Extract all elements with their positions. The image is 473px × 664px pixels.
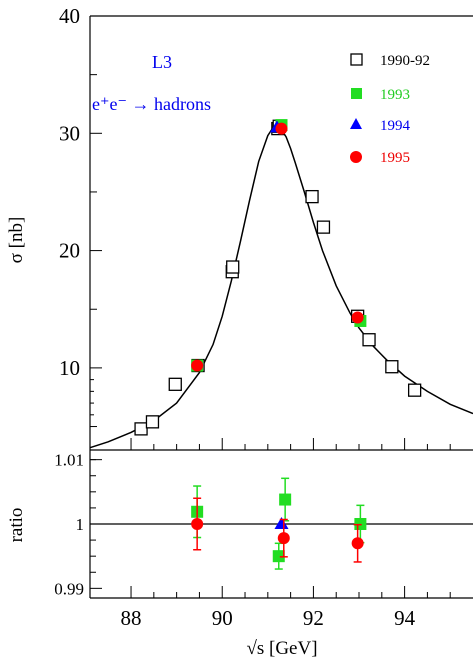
data-point-1990-92	[362, 333, 376, 347]
x-tick-label: 92	[303, 606, 324, 630]
data-point-1990-92	[385, 360, 399, 374]
legend: 1990-92 1993 1994 1995	[350, 53, 430, 166]
data-point-1990-92	[134, 422, 148, 436]
legend-marker-1995	[350, 151, 362, 163]
ratio-point-1995	[351, 537, 364, 550]
lower-data-points	[191, 477, 367, 570]
upper-data-points	[134, 119, 422, 436]
y-tick-label: 30	[59, 121, 80, 145]
lower-panel: 0.99 1 1.01 88 90 92 94 ratio √s [GeV]	[6, 450, 473, 659]
legend-marker-1990-92	[350, 53, 363, 66]
data-point-1995	[275, 122, 288, 135]
data-point-1995	[191, 359, 204, 372]
x-tick-label: 90	[212, 606, 233, 630]
ratio-point-1993	[272, 550, 285, 563]
y-tick-label: 20	[59, 239, 80, 263]
ratio-point-1994	[274, 517, 289, 529]
legend-marker-1993	[351, 88, 362, 99]
y-tick-label: 40	[59, 4, 80, 28]
fit-curve	[89, 125, 473, 449]
process-label: e⁺e⁻ → hadrons	[92, 94, 211, 114]
x-tick-label: 94	[394, 606, 416, 630]
experiment-label: L3	[152, 52, 172, 72]
y-axis-label-lower: ratio	[6, 508, 27, 543]
ratio-point-1993	[279, 493, 292, 506]
ratio-point-1995	[191, 518, 204, 530]
data-point-1990-92	[145, 415, 160, 429]
upper-y-ticks: 10 20 30 40	[59, 4, 102, 428]
x-tick-label: 88	[121, 606, 142, 630]
y-tick-label: 10	[59, 356, 80, 380]
data-point-1990-92	[316, 220, 331, 234]
y-axis-label-upper: σ [nb]	[6, 217, 27, 264]
upper-x-ticks	[130, 438, 451, 450]
legend-marker-1994	[350, 118, 362, 129]
lower-y-ticks: 0.99 1 1.01	[54, 451, 102, 598]
y-tick-label: 0.99	[54, 579, 84, 598]
lower-x-ticks: 88 90 92 94	[121, 586, 451, 630]
data-point-1990-92	[226, 260, 240, 274]
legend-label-1994: 1994	[380, 118, 411, 134]
y-tick-label: 1	[76, 515, 85, 534]
data-point-1995	[351, 311, 364, 324]
ratio-point-1995	[277, 532, 290, 545]
data-point-1990-92	[407, 383, 422, 397]
legend-label-1990-92: 1990-92	[380, 53, 430, 69]
y-tick-label: 1.01	[54, 451, 84, 470]
upper-panel: 10 20 30 40 σ [nb] L3 e⁺e⁻ → hadrons 1990-9…	[6, 4, 473, 451]
x-axis-label: √s [GeV]	[246, 638, 317, 659]
data-point-1990-92	[168, 377, 182, 391]
legend-label-1993: 1993	[380, 87, 410, 103]
legend-label-1995: 1995	[380, 150, 410, 166]
data-point-1990-92	[305, 189, 319, 204]
